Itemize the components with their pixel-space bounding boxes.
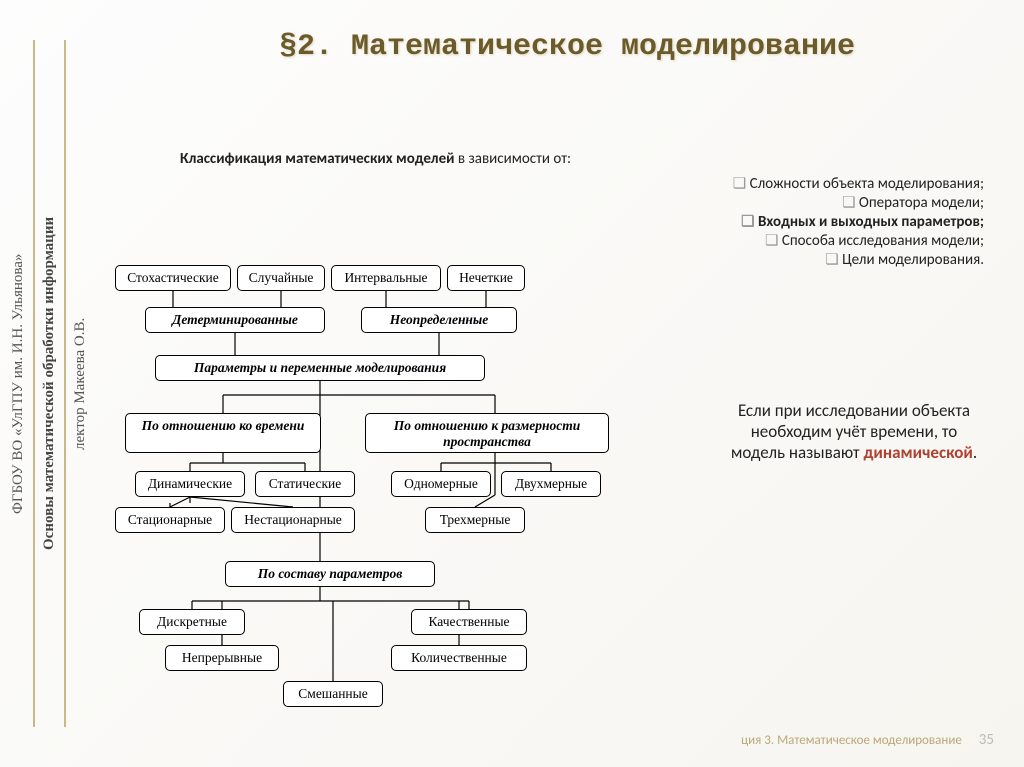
intro-head: Классификация математических моделей: [180, 150, 454, 168]
diagram-node: Параметры и переменные моделирования: [155, 355, 485, 381]
diagram-node: Трехмерные: [425, 507, 525, 533]
diagram-node: Качественные: [411, 609, 527, 635]
intro-bullet: Оператора модели;: [180, 193, 984, 212]
diagram-node: Количественные: [391, 645, 527, 671]
diagram-node: Неопределенные: [361, 307, 517, 333]
side-note: Если при исследовании объекта необходим …: [724, 400, 984, 463]
intro-block: Классификация математических моделей в з…: [180, 150, 984, 269]
slide-title: §2. Математическое моделирование: [140, 30, 994, 64]
diagram-node: Двухмерные: [501, 471, 601, 497]
diagram-node: По составу параметров: [225, 561, 435, 587]
intro-tail: в зависимости от:: [454, 150, 571, 168]
footer-page: 35: [979, 731, 994, 749]
note-word: динамической: [864, 442, 973, 463]
footer: ция 3. Математическое моделирование 35: [741, 731, 994, 749]
sidebar-divider-1: [33, 40, 35, 727]
classification-diagram: СтохастическиеСлучайныеИнтервальныеНечет…: [115, 265, 655, 725]
intro-bullet: Способа исследования модели;: [180, 231, 984, 250]
diagram-node: По отношению к размерности пространства: [365, 413, 609, 453]
diagram-node: Детерминированные: [145, 307, 325, 333]
sidebar-course: Основы математической обработки информац…: [39, 0, 60, 767]
diagram-node: Интервальные: [331, 265, 441, 291]
diagram-node: Смешанные: [283, 681, 383, 707]
diagram-node: Случайные: [237, 265, 325, 291]
diagram-node: Нестационарные: [231, 507, 355, 533]
diagram-node: Стационарные: [115, 507, 225, 533]
intro-bullet: Входных и выходных параметров;: [180, 212, 984, 231]
diagram-node: Одномерные: [391, 471, 491, 497]
sidebar-divider-2: [64, 40, 66, 727]
sidebar-lecturer: лектор Макеева О.В.: [70, 0, 91, 767]
diagram-node: По отношению ко времени: [125, 413, 321, 453]
footer-text: ция 3. Математическое моделирование: [741, 733, 962, 748]
diagram-node: Нечеткие: [447, 265, 525, 291]
note-dot: .: [973, 442, 977, 463]
sidebar-org: ФГБОУ ВО «УлГПУ им. И.Н. Ульянова»: [8, 0, 29, 767]
diagram-node: Дискретные: [139, 609, 245, 635]
intro-bullets: Сложности объекта моделирования;Оператор…: [180, 174, 984, 269]
diagram-node: Стохастические: [115, 265, 231, 291]
diagram-node: Непрерывные: [165, 645, 279, 671]
left-sidebar: ФГБОУ ВО «УлГПУ им. И.Н. Ульянова» Основ…: [8, 0, 98, 767]
diagram-node: Статические: [255, 471, 355, 497]
diagram-node: Динамические: [135, 471, 245, 497]
intro-bullet: Сложности объекта моделирования;: [180, 174, 984, 193]
